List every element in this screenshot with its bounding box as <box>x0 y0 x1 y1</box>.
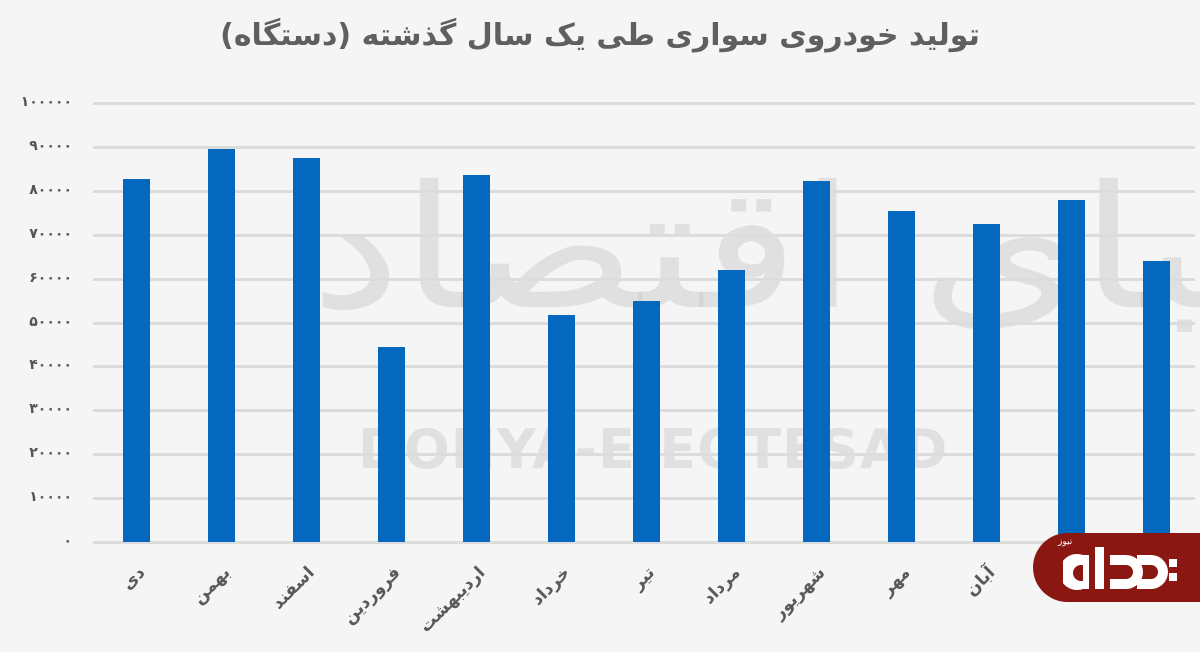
gridline <box>93 233 1195 237</box>
x-tick-label: دی <box>118 562 150 595</box>
bar <box>1057 199 1085 542</box>
gridline <box>93 189 1195 193</box>
bar <box>547 315 575 542</box>
bar <box>1142 261 1170 542</box>
x-tick-label: اردیبهشت <box>415 562 490 637</box>
x-tick-label: تیر <box>627 562 659 594</box>
x-tick-label: خرداد <box>527 562 575 610</box>
y-tick-label: ۱۰۰۰۰ <box>29 489 72 506</box>
chart-title: تولید خودروی سواری طی یک سال گذشته (دستگ… <box>220 18 980 53</box>
y-tick-label: ۱۰۰۰۰۰ <box>20 94 72 110</box>
y-tick-label: ۳۰۰۰۰ <box>29 401 72 418</box>
y-tick-label: ۰ <box>63 533 72 549</box>
bar <box>377 346 405 542</box>
y-tick-label: ۲۰۰۰۰ <box>29 445 72 462</box>
y-tick-label: ۵۰۰۰۰ <box>29 313 72 330</box>
x-tick-label: آبان <box>961 562 1000 601</box>
logo-mark-icon <box>1059 543 1183 604</box>
x-tick-label: فروردین <box>339 562 405 629</box>
bar <box>632 300 660 542</box>
gridline <box>93 102 1195 105</box>
x-tick-label: شهریور <box>769 562 830 624</box>
y-tick-label: ۸۰۰۰۰ <box>29 181 72 198</box>
gridline <box>93 277 1195 281</box>
bar <box>717 269 745 542</box>
logo-subtitle: نیوز <box>1058 537 1073 547</box>
x-tick-label: مهر <box>877 562 915 600</box>
gridline <box>93 145 1195 149</box>
x-tick-label: اسفند <box>268 562 319 614</box>
bar <box>802 180 830 542</box>
y-tick-label: ۷۰۰۰۰ <box>29 225 72 242</box>
bar <box>207 148 235 542</box>
y-tick-label: ۹۰۰۰۰ <box>29 137 72 154</box>
x-tick-label: مرداد <box>698 562 745 609</box>
bar <box>462 174 490 542</box>
publisher-logo: نیوز <box>1033 533 1200 602</box>
x-tick-label: بهمن <box>188 562 235 609</box>
y-tick-label: ۶۰۰۰۰ <box>29 269 72 286</box>
bar <box>122 179 150 542</box>
bar <box>972 223 1000 542</box>
gridline <box>93 541 1195 544</box>
bar <box>887 210 915 542</box>
bar <box>292 157 320 542</box>
y-tick-label: ۴۰۰۰۰ <box>29 357 72 374</box>
